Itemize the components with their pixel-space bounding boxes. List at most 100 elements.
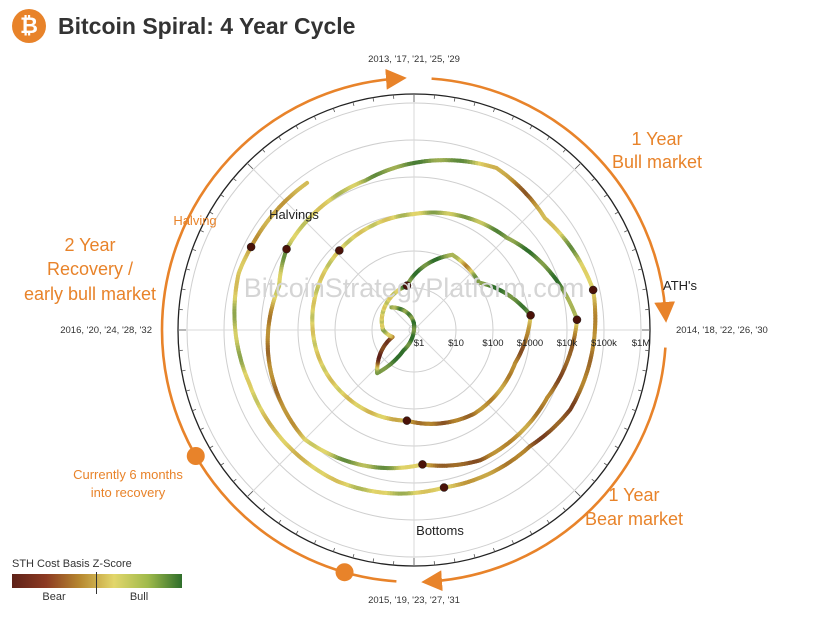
angular-tick bbox=[313, 115, 317, 120]
angular-tick bbox=[562, 507, 567, 512]
angular-tick bbox=[546, 519, 550, 524]
angular-tick bbox=[313, 540, 317, 545]
ath-point bbox=[588, 285, 598, 295]
bull-market-label-line1: 1 Year bbox=[631, 129, 682, 149]
halving-marker-dot bbox=[335, 563, 354, 582]
bull-market-arrow bbox=[431, 77, 676, 323]
grid-spoke bbox=[413, 329, 582, 498]
legend-gradient-bar bbox=[12, 572, 182, 594]
angular-tick bbox=[192, 248, 197, 252]
angular-tick bbox=[546, 136, 550, 141]
angular-tick bbox=[372, 97, 375, 102]
halving-point bbox=[335, 246, 344, 255]
ath-point bbox=[572, 315, 582, 324]
angular-tick bbox=[511, 115, 515, 120]
angular-tick bbox=[352, 101, 355, 107]
angular-tick bbox=[278, 519, 282, 524]
angular-tick bbox=[185, 389, 191, 392]
halving-point bbox=[282, 244, 291, 254]
legend-bull-label: Bull bbox=[129, 591, 149, 603]
legend: STH Cost Basis Z-Score Bear Bull bbox=[12, 558, 184, 603]
angular-label-top: 2013, '17, '21, '25, '29 bbox=[368, 54, 460, 65]
radial-tick-label: $1000 bbox=[517, 338, 543, 349]
angular-tick bbox=[453, 97, 456, 102]
halvings-label: Halvings bbox=[269, 207, 319, 222]
angular-tick bbox=[642, 288, 647, 291]
angular-tick bbox=[529, 125, 533, 130]
bear-market-arrow bbox=[421, 347, 667, 592]
current-position-dot bbox=[186, 447, 205, 465]
grid-spoke bbox=[413, 162, 582, 331]
angular-tick bbox=[295, 530, 299, 535]
header: ₿ Bitcoin Spiral: 4 Year Cycle bbox=[12, 8, 355, 44]
halving-point bbox=[246, 242, 256, 252]
angular-tick bbox=[181, 369, 186, 372]
bitcoin-logo-icon: ₿ bbox=[12, 9, 46, 43]
angular-tick bbox=[637, 268, 643, 271]
bottom-point bbox=[439, 483, 449, 492]
bottom-point bbox=[418, 460, 427, 469]
angular-label-right: 2014, '18, '22, '26, '30 bbox=[676, 325, 768, 336]
watermark: BitcoinStrategyPlatform.com bbox=[244, 273, 585, 303]
angular-tick bbox=[624, 229, 629, 233]
legend-bear-label: Bear bbox=[42, 591, 66, 603]
angular-tick bbox=[295, 125, 299, 130]
angular-label-bottom: 2015, '19, '23, '27, '31 bbox=[368, 595, 460, 606]
bottoms-label: Bottoms bbox=[416, 523, 464, 538]
radial-tick-label: $1M bbox=[632, 338, 651, 349]
legend-divider bbox=[96, 572, 97, 594]
angular-tick bbox=[591, 177, 596, 182]
angular-tick bbox=[209, 445, 214, 449]
angular-tick bbox=[631, 248, 636, 252]
angular-tick bbox=[192, 408, 197, 412]
angular-tick bbox=[642, 369, 647, 372]
angular-tick bbox=[220, 462, 225, 466]
radial-tick-label: $10k bbox=[557, 338, 578, 349]
angular-tick bbox=[232, 478, 237, 483]
radial-tick-label: $100k bbox=[591, 338, 617, 349]
recovery-label-line3: early bull market bbox=[24, 284, 156, 304]
bear-market-label-line2: Bear market bbox=[585, 509, 683, 529]
recovery-label-line1: 2 Year bbox=[64, 235, 115, 255]
angular-tick bbox=[232, 177, 237, 182]
angular-tick bbox=[199, 229, 204, 233]
current-position-label-line2: into recovery bbox=[91, 485, 166, 500]
radial-tick-label: $100 bbox=[482, 338, 503, 349]
angular-tick bbox=[209, 211, 214, 215]
angular-tick bbox=[278, 136, 282, 141]
angular-tick bbox=[603, 194, 608, 198]
angular-tick bbox=[603, 462, 608, 466]
bull-market-label-line2: Bull market bbox=[612, 152, 702, 172]
bottom-point bbox=[402, 416, 412, 425]
grid-spoke bbox=[246, 329, 415, 498]
angular-tick bbox=[614, 211, 619, 215]
price-segment bbox=[302, 180, 310, 187]
angular-tick bbox=[199, 427, 204, 431]
angular-label-left: 2016, '20, '24, '28, '32 bbox=[60, 325, 152, 336]
angular-tick bbox=[246, 162, 254, 170]
angular-tick bbox=[492, 547, 496, 552]
angular-tick bbox=[185, 268, 191, 271]
angular-tick bbox=[332, 547, 336, 552]
current-position-label-line1: Currently 6 months bbox=[73, 467, 183, 482]
angular-tick bbox=[631, 408, 636, 412]
aths-label: ATH's bbox=[663, 278, 698, 293]
angular-tick bbox=[220, 194, 225, 198]
angular-tick bbox=[473, 553, 476, 559]
halving-point bbox=[402, 281, 412, 290]
angular-tick bbox=[372, 558, 375, 563]
recovery-arrow bbox=[160, 68, 407, 583]
angular-tick bbox=[614, 445, 619, 449]
angular-tick bbox=[637, 389, 643, 392]
angular-tick bbox=[511, 540, 515, 545]
angular-tick bbox=[529, 530, 533, 535]
legend-title: STH Cost Basis Z-Score bbox=[12, 558, 132, 570]
angular-tick bbox=[181, 288, 186, 291]
recovery-label-line2: Recovery / bbox=[47, 259, 133, 279]
radial-tick-label: $1 bbox=[414, 338, 425, 349]
ath-point bbox=[526, 311, 535, 320]
page-title: Bitcoin Spiral: 4 Year Cycle bbox=[58, 12, 356, 39]
angular-tick bbox=[453, 558, 456, 563]
angular-tick bbox=[473, 101, 476, 107]
